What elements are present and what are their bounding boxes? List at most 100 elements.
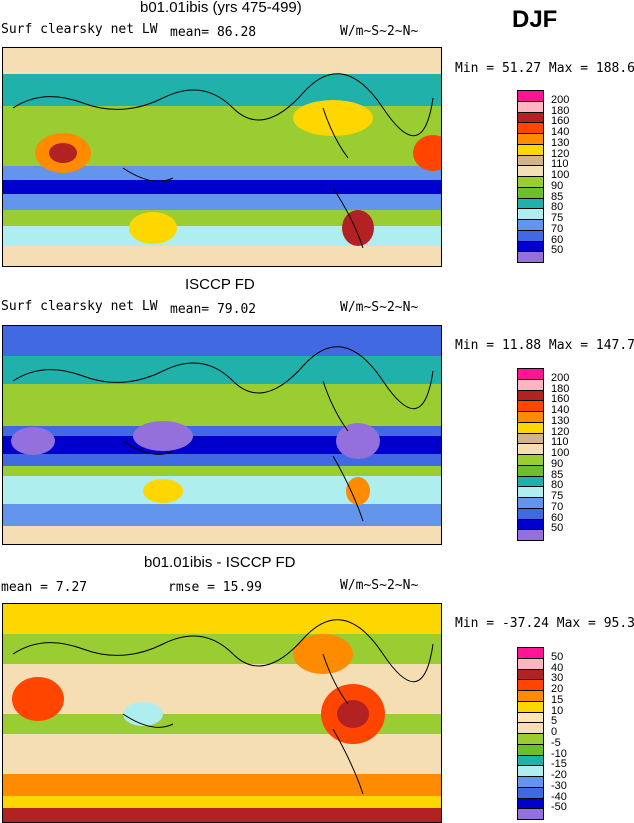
colorbar-level-label: 70 [551, 500, 564, 513]
colorbar-swatch [517, 808, 544, 820]
colorbar-level-label: 60 [551, 511, 564, 524]
map-band-antarctic [3, 246, 441, 266]
colorbar-level-label: -5 [551, 736, 561, 749]
panel-3-map [2, 603, 442, 823]
colorbar-level-label: 50 [551, 522, 564, 535]
panel-2-mean-label: mean= 79.02 [170, 302, 257, 317]
panel-3-minmax-label: Min = -37.24 Max = 95.32 [455, 616, 634, 631]
colorbar-level-label: 85 [551, 468, 564, 481]
panel-1-title: b01.01ibis (yrs 475-499) [140, 0, 302, 16]
colorbar-swatch [517, 251, 544, 263]
map-band-north-ocean [3, 74, 441, 106]
panel-3-colorbar: 50 40 30 20 15 10 5 0 -5 -10 -15 -20 -30 -40 -50 [517, 647, 597, 820]
panel-2-units-label: W/m~S~2~N~ [340, 300, 419, 315]
colorbar-level-label: 140 [551, 126, 570, 138]
map-band-equator [3, 180, 441, 194]
colorbar-level-label: 180 [551, 382, 570, 395]
panel-1-variable-label: Surf clearsky net LW [1, 22, 158, 37]
map-hotspot-south-america [342, 210, 374, 246]
colorbar-level-label: 110 [551, 436, 569, 449]
map-band-south-ocean [3, 504, 441, 526]
colorbar-level-label: -30 [551, 779, 567, 792]
map-hotspot-africa [11, 427, 55, 455]
colorbar-level-label: -15 [551, 758, 567, 771]
season-label: DJF [512, 6, 558, 33]
colorbar-level-label: 15 [551, 693, 564, 706]
map-hotspot-south-america [336, 423, 380, 459]
map-hotspot-australia [129, 212, 177, 244]
colorbar-level-label: 5 [551, 715, 558, 728]
map-hotspot-africa [413, 135, 441, 171]
colorbar-level-label: 90 [551, 457, 564, 470]
map-band-far-south [3, 796, 441, 808]
colorbar-level-label: 140 [551, 404, 570, 416]
colorbar-level-label: 110 [551, 158, 569, 171]
colorbar-level-label: -40 [551, 790, 567, 803]
colorbar-level-label: 200 [551, 93, 570, 106]
colorbar-level-label: 120 [551, 147, 570, 160]
panel-2-variable-label: Surf clearsky net LW [1, 299, 158, 314]
panel-3-rmse-label: rmse = 15.99 [168, 580, 262, 595]
colorbar-level-label: 70 [551, 222, 564, 235]
map-hotspot-north-america [293, 100, 373, 136]
map-coastlines [12, 73, 434, 249]
map-band-antarctic [3, 808, 441, 822]
colorbar-level-label: 90 [551, 179, 564, 192]
colorbar-level-label: 160 [551, 393, 570, 406]
map-band-south-ocean [3, 226, 441, 246]
map-hotspot-australia [143, 479, 183, 503]
colorbar-level-label: 120 [551, 425, 570, 438]
panel-1-colorbar: 200 180 160 140 130 120 110 100 90 85 80 75 70 60 50 [517, 90, 597, 263]
colorbar-swatch [517, 529, 544, 541]
colorbar-level-label: 130 [551, 414, 570, 427]
map-band-equator [3, 436, 441, 454]
panel-2-minmax-label: Min = 11.88 Max = 147.77 [455, 338, 634, 353]
map-band-south [3, 476, 441, 504]
map-hotspot-sa-south [346, 477, 370, 505]
colorbar-level-label: 75 [551, 490, 564, 502]
map-hotspot-africa [12, 677, 64, 721]
colorbar-level-label: 50 [551, 244, 564, 257]
colorbar-level-label: 40 [551, 661, 564, 674]
panel-2-title: ISCCP FD [185, 276, 255, 293]
colorbar-level-label: 60 [551, 233, 564, 246]
panel-1-minmax-label: Min = 51.27 Max = 188.67 [455, 61, 634, 76]
colorbar-level-label: -10 [551, 747, 567, 760]
panel-2-colorbar: 200 180 160 140 130 120 110 100 90 85 80 75 70 60 50 [517, 368, 597, 541]
map-hotspot-south-america-core [337, 700, 369, 728]
panel-1-mean-label: mean= 86.28 [170, 25, 257, 40]
map-hotspot-asia [123, 702, 163, 726]
colorbar-level-label: 80 [551, 479, 564, 492]
colorbar-level-label: 0 [551, 726, 558, 738]
panel-3-title: b01.01ibis - ISCCP FD [144, 554, 296, 571]
map-band-arctic [3, 48, 441, 74]
map-coastlines [12, 619, 434, 795]
colorbar-level-label: 160 [551, 115, 570, 128]
colorbar-level-label: 100 [551, 169, 570, 181]
map-coastlines [12, 346, 434, 522]
colorbar-level-label: 130 [551, 136, 570, 149]
colorbar-level-label: 180 [551, 104, 570, 117]
colorbar-level-label: 85 [551, 190, 564, 203]
panel-1-units-label: W/m~S~2~N~ [340, 24, 419, 39]
colorbar-level-label: 50 [551, 650, 564, 663]
colorbar-level-label: 75 [551, 212, 564, 224]
map-band-arctic [3, 326, 441, 356]
colorbar-level-label: 10 [551, 704, 564, 717]
map-band-mid-north [3, 634, 441, 664]
colorbar-level-label: -50 [551, 801, 567, 814]
colorbar-level-label: 20 [551, 683, 564, 695]
colorbar-level-label: 200 [551, 371, 570, 384]
map-band-north [3, 356, 441, 384]
map-hotspot-asia-core [49, 143, 77, 163]
colorbar-level-label: 30 [551, 672, 564, 685]
colorbar-level-label: -20 [551, 769, 567, 781]
panel-2-map [2, 325, 442, 545]
colorbar-level-label: 80 [551, 201, 564, 214]
map-band-south [3, 774, 441, 796]
map-band-antarctic [3, 526, 441, 544]
panel-3-units-label: W/m~S~2~N~ [340, 578, 419, 593]
panel-3-mean-label: mean = 7.27 [1, 580, 88, 595]
map-hotspot-asia [133, 421, 193, 451]
map-band-north [3, 604, 441, 634]
